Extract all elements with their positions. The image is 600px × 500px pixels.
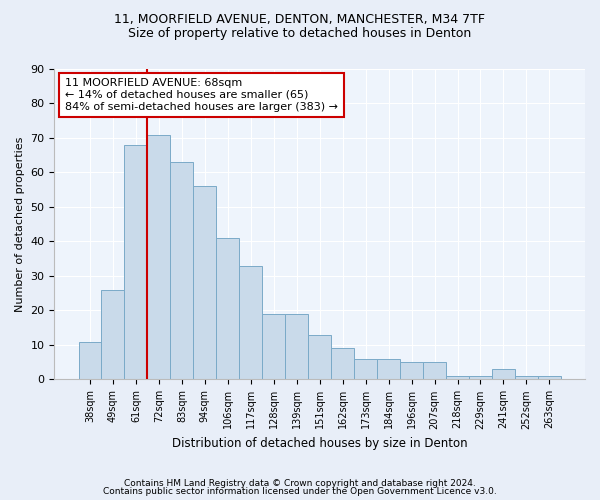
Bar xyxy=(170,162,193,380)
Bar xyxy=(469,376,492,380)
Bar xyxy=(446,376,469,380)
Text: Contains public sector information licensed under the Open Government Licence v3: Contains public sector information licen… xyxy=(103,487,497,496)
Bar xyxy=(193,186,217,380)
Text: 11, MOORFIELD AVENUE, DENTON, MANCHESTER, M34 7TF: 11, MOORFIELD AVENUE, DENTON, MANCHESTER… xyxy=(115,12,485,26)
Bar xyxy=(262,314,285,380)
Bar xyxy=(79,342,101,380)
Bar xyxy=(217,238,239,380)
Bar xyxy=(492,369,515,380)
Text: 11 MOORFIELD AVENUE: 68sqm
← 14% of detached houses are smaller (65)
84% of semi: 11 MOORFIELD AVENUE: 68sqm ← 14% of deta… xyxy=(65,78,338,112)
Text: Contains HM Land Registry data © Crown copyright and database right 2024.: Contains HM Land Registry data © Crown c… xyxy=(124,478,476,488)
Bar xyxy=(515,376,538,380)
Y-axis label: Number of detached properties: Number of detached properties xyxy=(15,136,25,312)
X-axis label: Distribution of detached houses by size in Denton: Distribution of detached houses by size … xyxy=(172,437,467,450)
Bar xyxy=(148,134,170,380)
Bar xyxy=(124,145,148,380)
Bar xyxy=(101,290,124,380)
Bar xyxy=(354,358,377,380)
Bar xyxy=(331,348,354,380)
Bar xyxy=(423,362,446,380)
Bar xyxy=(285,314,308,380)
Bar xyxy=(239,266,262,380)
Bar xyxy=(400,362,423,380)
Bar xyxy=(308,334,331,380)
Bar xyxy=(377,358,400,380)
Bar xyxy=(538,376,561,380)
Text: Size of property relative to detached houses in Denton: Size of property relative to detached ho… xyxy=(128,28,472,40)
